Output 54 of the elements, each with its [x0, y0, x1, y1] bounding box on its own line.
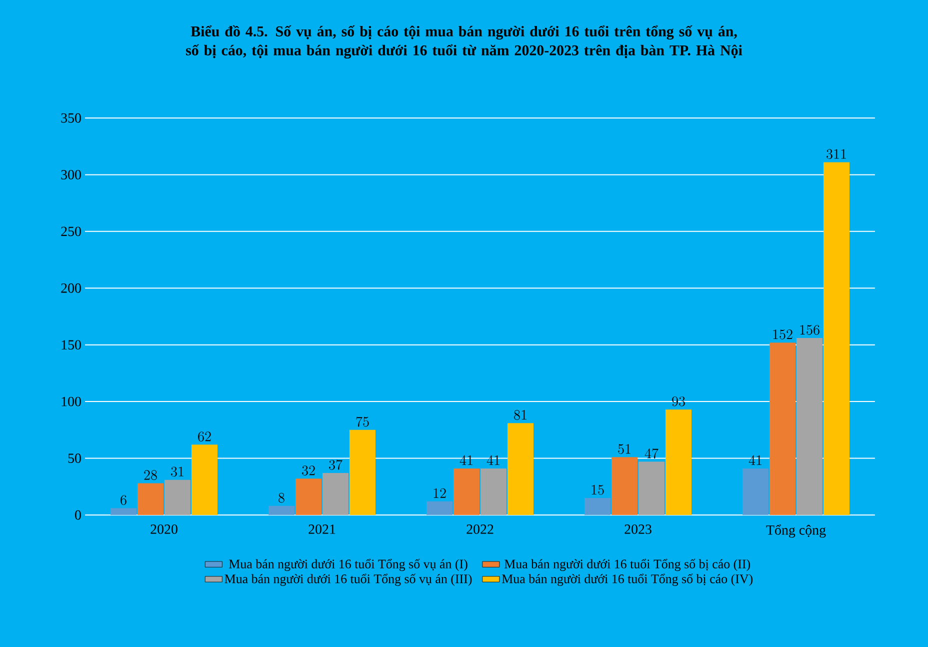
bar	[138, 483, 164, 515]
data-label: 31	[171, 466, 184, 477]
y-tick-label: 0	[75, 510, 81, 520]
y-tick-label: 250	[61, 226, 81, 236]
legend-label: Mua bán người dưới 16 tuổi Tổng số vụ án (I)	[229, 558, 468, 572]
bar	[350, 430, 376, 515]
data-label: 37	[329, 460, 342, 470]
data-label: 75	[356, 416, 369, 427]
bar	[110, 508, 137, 515]
bar	[268, 506, 295, 515]
data-label: 12	[434, 488, 446, 498]
y-tick-label: 200	[61, 283, 81, 293]
bar	[612, 457, 638, 515]
y-tick-label: 350	[61, 113, 81, 123]
bar	[796, 338, 823, 515]
data-label: 81	[514, 410, 526, 420]
bar	[770, 342, 796, 515]
bar	[296, 478, 322, 515]
data-label: 47	[644, 448, 658, 458]
legend-label: Mua bán người dưới 16 tuổi Tổng số vụ án (III)	[224, 574, 472, 586]
data-label: 15	[592, 484, 604, 495]
y-tick-label: 150	[62, 340, 81, 350]
x-tick-label: Tổng cộng	[766, 524, 826, 538]
bar	[480, 468, 507, 515]
bar	[192, 444, 218, 515]
legend-label: Mua bán người dưới 16 tuổi Tổng số bị cáo (II)	[504, 558, 750, 572]
legend-label: Mua bán người dưới 16 tuổi Tổng số bị cáo (IV)	[502, 574, 753, 586]
x-tick-label: 2023	[624, 524, 652, 534]
data-label: 311	[826, 149, 846, 159]
bar	[638, 462, 665, 515]
bar	[584, 498, 611, 515]
chart-title: Biểu đồ 4.5. Số vụ án, số bị cáo tội mua bán người dưới 16 tuổi trên tổng số vụ án, số bị cáo, tội mua bán người dưới 16 tuổi từ năm 2020-2023 trên địa bàn TP. Hà Nội	[186, 25, 742, 59]
bar	[508, 423, 534, 515]
data-label: 32	[302, 466, 315, 476]
data-label: 28	[144, 470, 157, 480]
data-label: 8	[278, 492, 284, 503]
y-tick-label: 50	[68, 454, 81, 463]
y-tick-label: 300	[61, 170, 81, 180]
x-tick-label: 2021	[308, 524, 336, 534]
bar	[454, 468, 480, 515]
bar	[322, 473, 349, 515]
x-tick-label: 2020	[150, 524, 178, 534]
bar	[164, 480, 191, 515]
data-label: 6	[120, 495, 126, 505]
bar	[426, 501, 453, 515]
data-label: 156	[800, 324, 820, 335]
bar	[824, 162, 850, 515]
data-label: 51	[618, 444, 630, 454]
bar	[666, 409, 692, 515]
bar	[742, 468, 769, 515]
data-label: 62	[198, 432, 211, 442]
data-label: 152	[773, 330, 792, 340]
x-tick-label: 2022	[466, 524, 494, 534]
y-tick-label: 100	[62, 396, 81, 406]
